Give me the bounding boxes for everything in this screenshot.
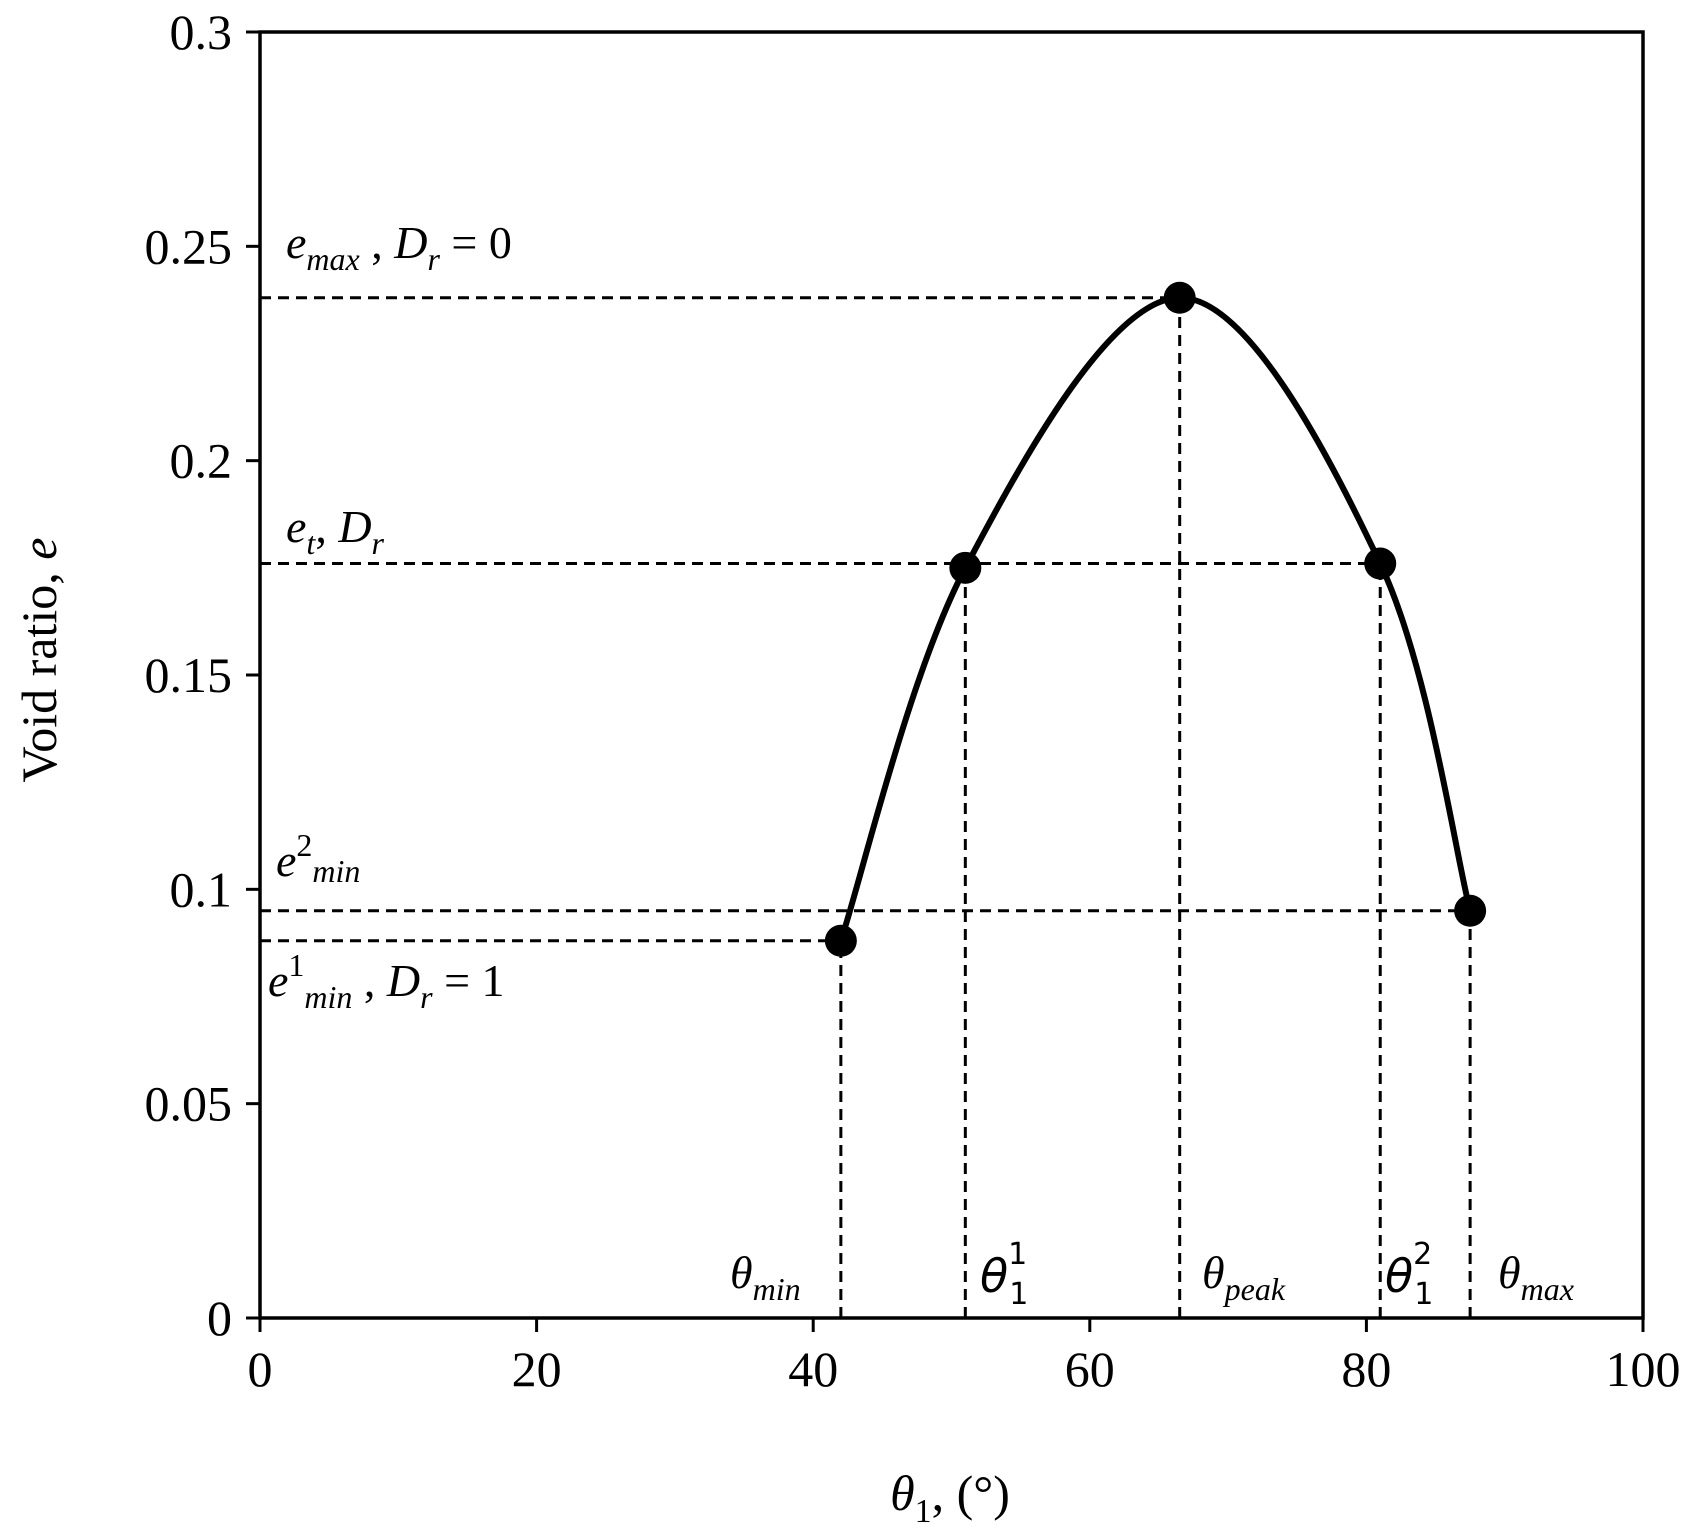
- y-tick-label: 0.25: [145, 218, 233, 274]
- annotation-theta-min: θmin: [730, 1247, 801, 1307]
- y-axis-title: Void ratio, e: [11, 538, 67, 783]
- data-point: [824, 924, 857, 957]
- x-tick-label: 0: [248, 1341, 273, 1397]
- annotation-theta-1-1: θ1 1: [980, 1237, 1028, 1312]
- fitted-curve: [838, 294, 1474, 942]
- x-axis-title-unit: , (°): [932, 1465, 1010, 1521]
- data-point: [1163, 281, 1196, 314]
- x-axis-title-symbol: θ: [890, 1465, 915, 1521]
- annotation-e1-min: e1min , Dr = 1: [268, 947, 505, 1015]
- y-axis-title-text: Void ratio,: [11, 560, 67, 783]
- y-axis-title-symbol: e: [11, 538, 67, 560]
- y-tick-label: 0.2: [170, 433, 233, 489]
- annotation-e2-min: e2min: [276, 827, 360, 889]
- annotation-theta-1-2: θ2 1: [1385, 1237, 1433, 1312]
- data-points: [824, 281, 1487, 957]
- annotation-theta-peak: θpeak: [1202, 1247, 1286, 1307]
- y-tick-label: 0: [207, 1290, 232, 1346]
- y-tick-label: 0.05: [145, 1076, 233, 1132]
- data-point: [949, 551, 982, 584]
- y-tick-label: 0.15: [145, 647, 233, 703]
- annotation-e-t: et, Dr: [286, 501, 385, 561]
- x-tick-label: 80: [1341, 1341, 1391, 1397]
- y-tick-label: 0.3: [170, 4, 233, 60]
- x-axis-title-subscript: 1: [915, 1493, 932, 1529]
- annotation-e-max: emax , Dr = 0: [286, 217, 512, 277]
- x-tick-label: 60: [1065, 1341, 1115, 1397]
- x-tick-label: 40: [788, 1341, 838, 1397]
- x-tick-label: 20: [512, 1341, 562, 1397]
- data-point: [1364, 547, 1397, 580]
- annotation-theta-max: θmax: [1498, 1247, 1574, 1307]
- reference-lines: [260, 296, 1472, 1318]
- x-tick-label: 100: [1606, 1341, 1681, 1397]
- y-tick-label: 0.1: [170, 861, 233, 917]
- x-axis-ticks: 0 20 40 60 80 100: [248, 1318, 1681, 1397]
- data-point: [1454, 894, 1487, 927]
- y-axis-ticks: 0 0.05 0.1 0.15 0.2 0.25 0.3: [145, 4, 260, 1346]
- x-axis-title: θ1, (°): [890, 1465, 1010, 1529]
